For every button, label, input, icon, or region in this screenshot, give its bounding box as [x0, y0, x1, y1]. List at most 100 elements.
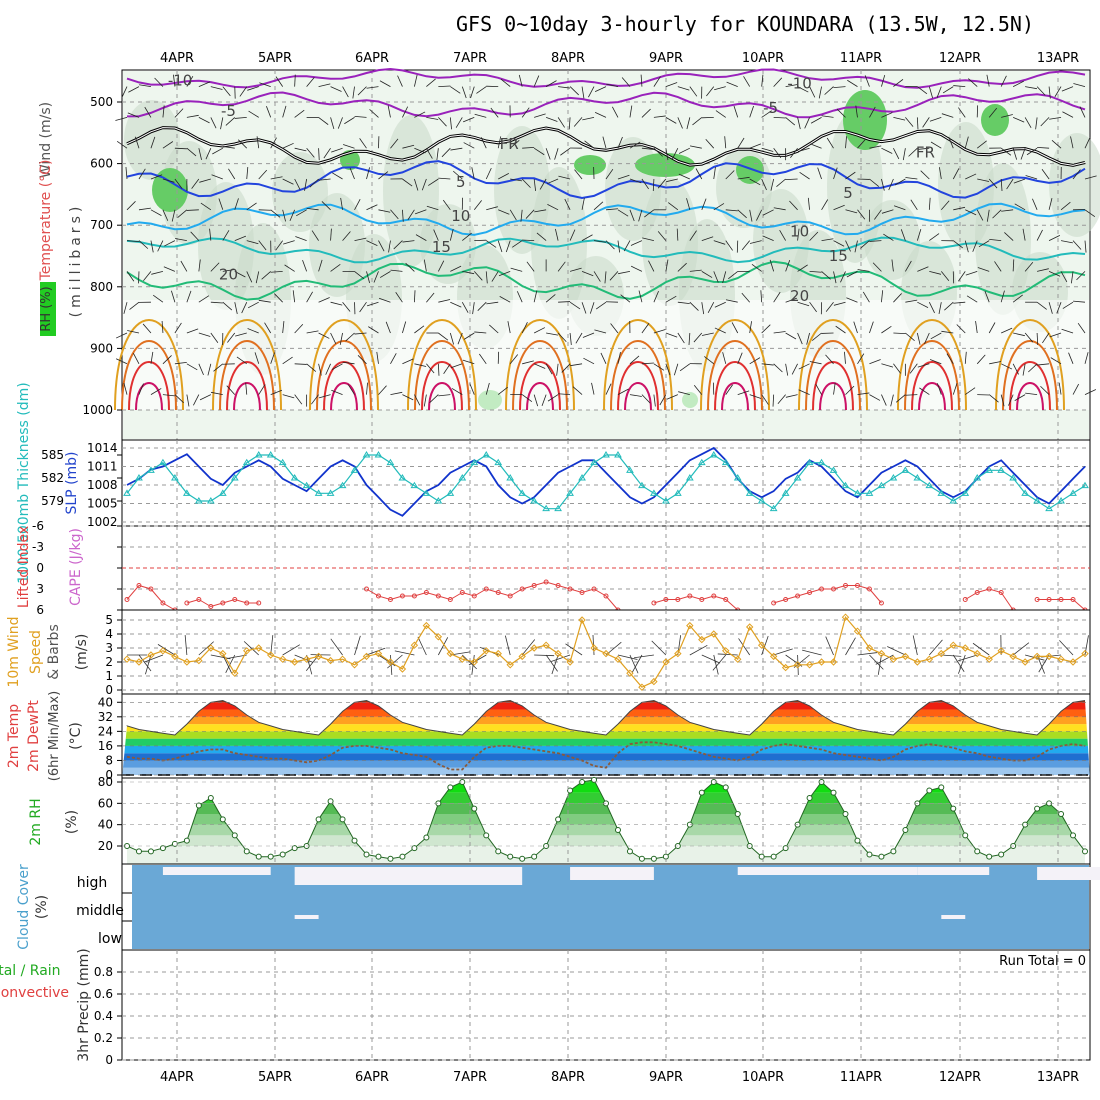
warm-contour [121, 340, 177, 411]
wind-barb [846, 297, 858, 303]
wind-barb [533, 363, 546, 369]
wind-barb [672, 148, 679, 160]
wind-barb [809, 271, 822, 273]
wind10-speed-marker [626, 669, 634, 677]
wind-barb [773, 363, 783, 373]
wind-barb [254, 352, 260, 364]
axis-tick-label: 579 [41, 494, 64, 508]
rh-marker [471, 805, 478, 812]
lifted-index-marker [699, 597, 705, 602]
wind-barb [258, 240, 267, 251]
thickness-marker [997, 466, 1006, 473]
isotherm-label: 15 [432, 238, 451, 256]
wind-barb [653, 329, 666, 334]
wind-barb [1035, 117, 1038, 130]
wind-barb [653, 290, 659, 303]
warm-contour [714, 361, 756, 411]
wind-barb [210, 391, 223, 395]
wind-barb [845, 240, 851, 252]
thickness-marker [721, 458, 730, 466]
wind-barb [761, 74, 764, 87]
wind-barb [438, 394, 451, 397]
wind-barb [653, 363, 665, 371]
wind-barb [1014, 394, 1026, 401]
wind-barb [150, 388, 162, 395]
wind-barb [199, 178, 211, 183]
lifted-index-marker [232, 597, 238, 602]
wind-barb [629, 355, 640, 365]
wind-barb [821, 238, 834, 241]
wind-barb [211, 174, 223, 180]
wind-barb [390, 269, 403, 272]
wind-barb [123, 382, 128, 395]
wind-barb [306, 330, 319, 334]
wind10-barb [738, 638, 751, 656]
wind-barb [749, 394, 762, 399]
wind-barb [845, 171, 856, 180]
wind-barb [958, 271, 966, 282]
thickness-marker [1057, 497, 1065, 504]
thickness-marker [661, 497, 670, 504]
wind-barb [638, 209, 643, 222]
wind10-barb [243, 641, 259, 656]
wind-barb [665, 295, 677, 303]
lifted-index-marker [184, 600, 190, 606]
wind-barb [593, 201, 604, 211]
bottom-date-label: 12APR [939, 1070, 981, 1085]
rh-marker [147, 848, 154, 855]
axis-tick-label: 1000 [82, 403, 113, 417]
wind10-barb [631, 654, 643, 673]
wind-barb [1062, 301, 1074, 309]
wind-barb [570, 363, 583, 367]
wind-barb [150, 136, 156, 149]
rh-marker [614, 827, 621, 833]
wind-barb [1079, 106, 1086, 118]
wind-barb [638, 290, 643, 303]
wind-barb [438, 85, 451, 87]
thickness-marker [626, 466, 634, 473]
wind-barb [677, 301, 690, 305]
wind-barb [714, 301, 726, 308]
rh-marker [567, 787, 574, 794]
wind10-speed-marker [1045, 652, 1053, 661]
wind10-speed-marker [781, 663, 790, 672]
wind-barb [893, 332, 906, 335]
wind10-barb [887, 646, 906, 656]
wind-barb [220, 117, 224, 130]
wind-barb [581, 271, 594, 277]
rh-marker [986, 853, 993, 860]
wind-barb [569, 86, 579, 96]
slp-line [126, 446, 1086, 517]
warm-contour [918, 382, 946, 411]
wind-barb [807, 197, 810, 210]
wind-barb [853, 321, 858, 334]
wind-barb [821, 271, 831, 280]
axis-tick-label: 0 [105, 1053, 113, 1067]
wind-barb [270, 137, 277, 149]
warm-contour [414, 340, 470, 411]
wind-barb [953, 85, 966, 87]
wind-barb [665, 148, 669, 161]
wind10-speed-marker [422, 621, 431, 630]
axis-tick-label: 0 [36, 561, 44, 575]
wind-barb [881, 112, 893, 118]
wind-barb [1084, 137, 1091, 149]
wind-barb [282, 394, 295, 399]
wind-barb [1012, 117, 1025, 123]
wind-barb [402, 209, 404, 222]
cape-ticks: -6 -3 0 3 6 [32, 519, 122, 617]
wind-barb [677, 117, 683, 129]
wind10-barb [689, 644, 708, 656]
wind10-speed-marker [243, 647, 251, 655]
wind-barb [212, 147, 223, 155]
wind-barb [209, 228, 212, 241]
wind-barb [1000, 178, 1003, 191]
wind10-speed-marker [1033, 652, 1041, 661]
wind10-barb [629, 654, 639, 674]
wind-barb [162, 141, 174, 149]
wind-barb [835, 325, 846, 334]
wind-barb [929, 233, 940, 241]
wind-barb [988, 178, 998, 189]
thickness-marker [973, 474, 982, 481]
rh-marker [207, 795, 214, 801]
